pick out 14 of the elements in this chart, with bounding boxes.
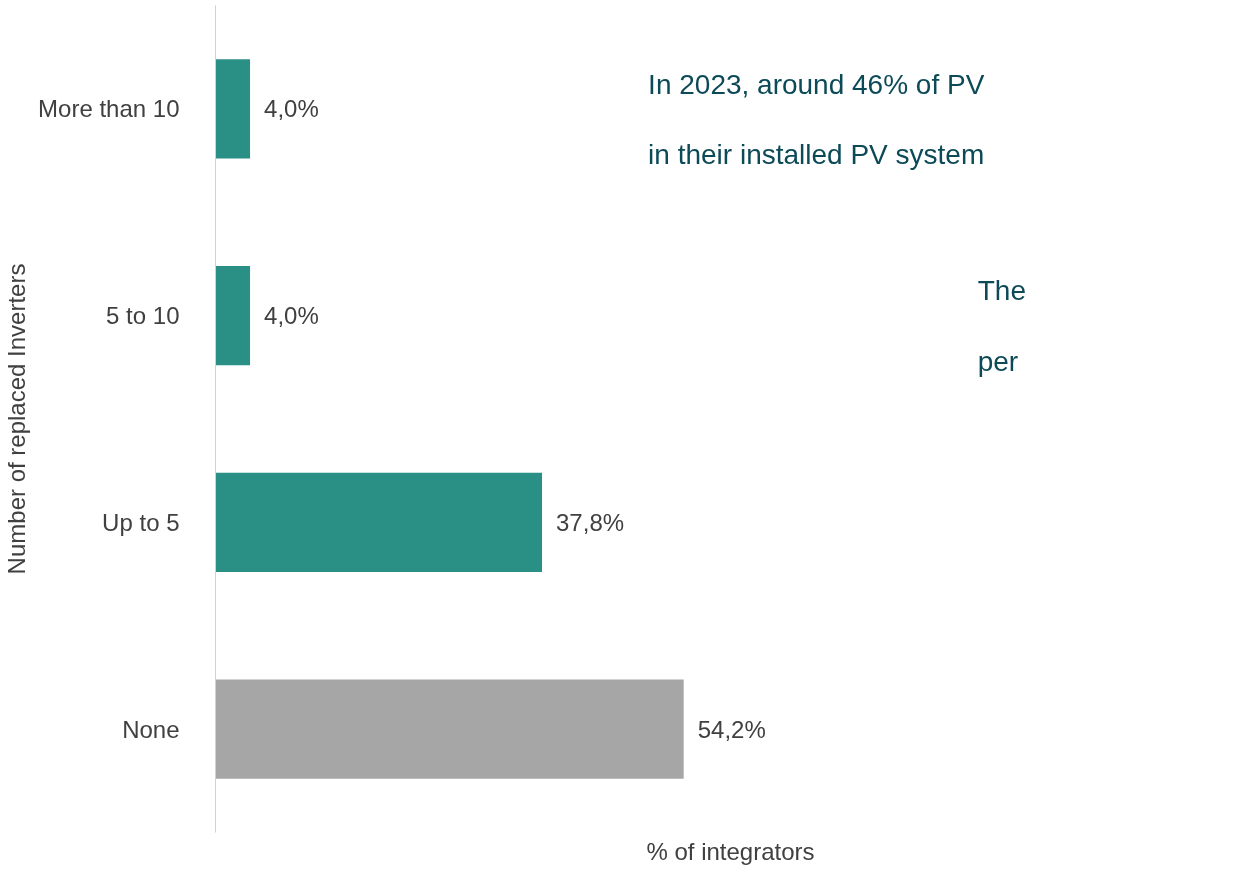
text: The [977,275,1026,307]
data-label: 37,8% [556,508,625,536]
data-label: 4,0% [264,302,319,330]
data-label: 54,2% [697,715,766,743]
x-axis-title: % of integrators [646,837,815,865]
y-tick-label: 5 to 10 [106,302,180,330]
text: per [977,345,1019,377]
annotation: In 2023, around 46% of PV [648,68,985,100]
y-axis-title: Number of replaced Inverters [3,263,31,575]
y-tick-label: More than 10 [38,95,180,123]
y-tick-label: Up to 5 [102,508,180,536]
y-tick-label: None [122,715,180,743]
annotation: in their installed PV system [648,138,985,170]
data-label: 4,0% [264,95,319,123]
